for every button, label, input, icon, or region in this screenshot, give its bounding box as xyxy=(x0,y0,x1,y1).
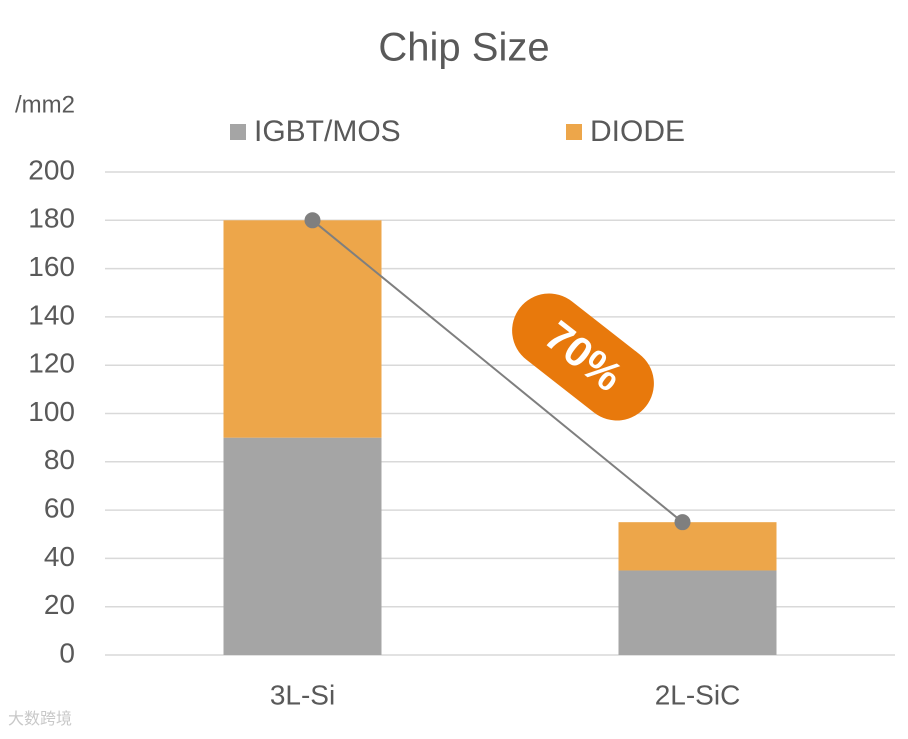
bar-segment xyxy=(223,437,382,655)
y-tick-label: 40 xyxy=(44,541,75,572)
y-tick-label: 200 xyxy=(28,154,75,185)
y-tick-label: 80 xyxy=(44,444,75,475)
y-tick-label: 60 xyxy=(44,492,75,523)
bar-segment xyxy=(618,570,777,655)
x-tick-label: 3L-Si xyxy=(270,679,335,710)
x-tick-label: 2L-SiC xyxy=(655,679,741,710)
trend-point xyxy=(304,212,321,229)
y-tick-label: 20 xyxy=(44,589,75,620)
legend-label: DIODE xyxy=(590,115,685,148)
bar-segment xyxy=(223,220,382,438)
legend-label: IGBT/MOS xyxy=(254,115,401,148)
legend-swatch xyxy=(230,124,246,140)
y-tick-label: 140 xyxy=(28,299,75,330)
y-tick-label: 180 xyxy=(28,203,75,234)
trend-point xyxy=(674,514,691,531)
y-tick-label: 120 xyxy=(28,348,75,379)
y-tick-label: 160 xyxy=(28,251,75,282)
trend-line xyxy=(311,219,684,523)
y-tick-label: 0 xyxy=(59,637,75,668)
watermark: 大数跨境 xyxy=(8,709,72,728)
chart-title: Chip Size xyxy=(378,26,549,70)
badge-shape xyxy=(512,293,654,421)
y-tick-label: 100 xyxy=(28,396,75,427)
legend-swatch xyxy=(566,124,582,140)
y-axis-label: /mm2 xyxy=(15,91,75,118)
bar-segment xyxy=(618,522,777,571)
annotation-badge: 70% xyxy=(512,293,654,421)
